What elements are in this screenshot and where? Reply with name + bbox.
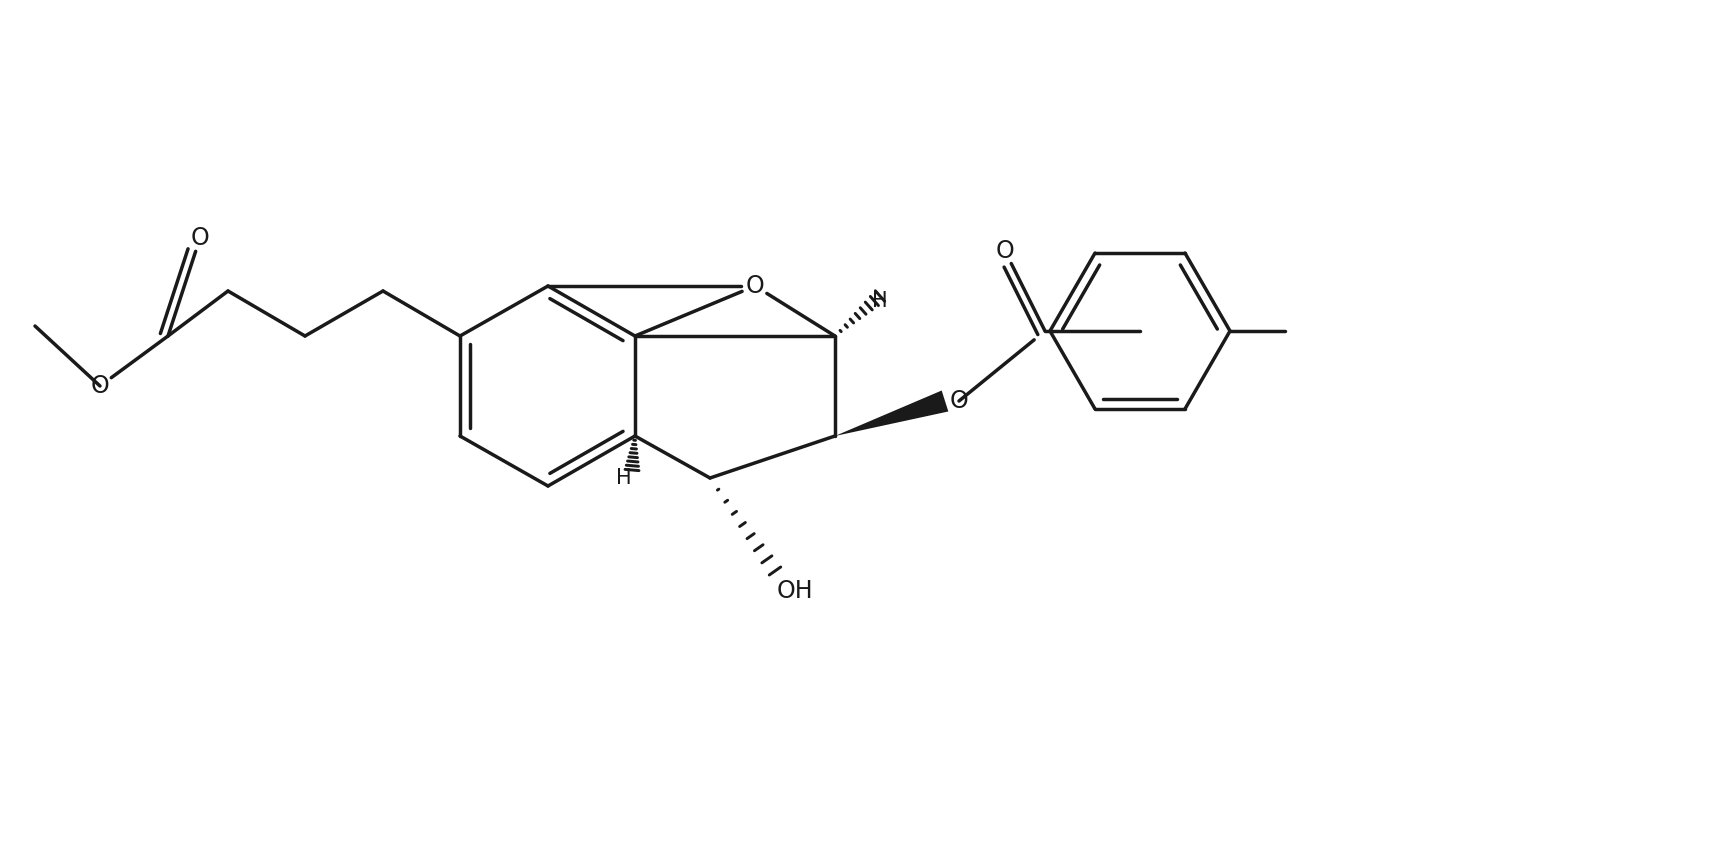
Text: O: O <box>950 389 969 413</box>
Text: H: H <box>616 468 632 488</box>
Text: H: H <box>873 291 888 311</box>
Polygon shape <box>835 391 948 436</box>
Text: OH: OH <box>776 579 814 603</box>
Text: O: O <box>91 374 110 398</box>
Text: O: O <box>191 226 210 250</box>
Text: O: O <box>996 239 1014 263</box>
Text: O: O <box>745 274 764 298</box>
